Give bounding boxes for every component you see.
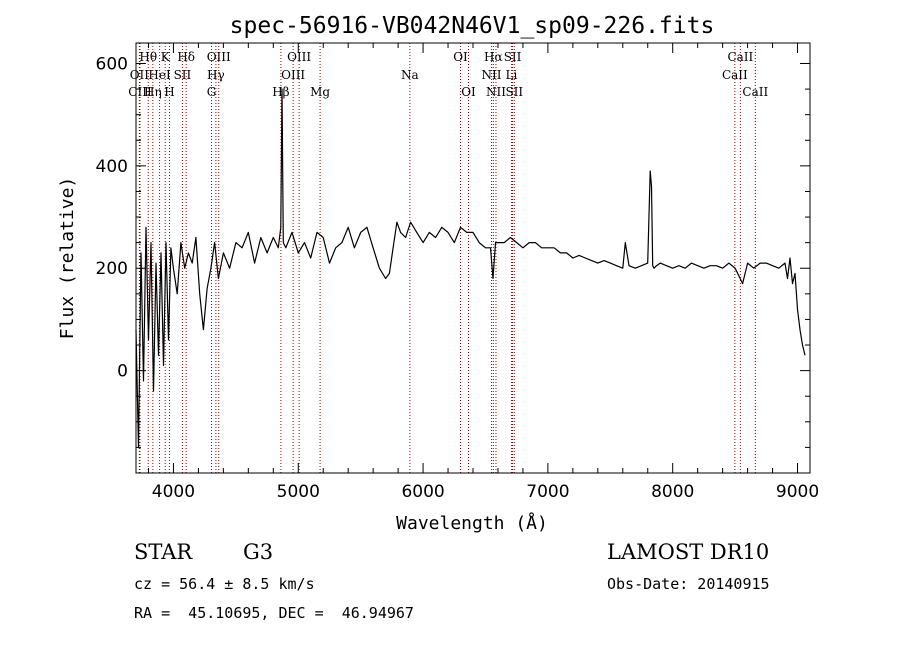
line-label-23: SII xyxy=(504,50,522,64)
x-tick-label-5000: 5000 xyxy=(277,482,320,502)
axis-tick-labels: 4000 5000 6000 7000 8000 9000 0 200 400 600 xyxy=(96,54,820,502)
y-axis-label: Flux (relative) xyxy=(57,177,78,340)
plot-frame xyxy=(135,42,811,474)
line-label-21: NII xyxy=(486,85,506,99)
line-label-8: Hδ xyxy=(177,50,195,64)
line-label-12: Hβ xyxy=(272,85,289,99)
line-label-9: Hγ xyxy=(207,68,225,82)
line-label-7: SII xyxy=(174,68,192,82)
subclass-label: G3 xyxy=(243,540,274,564)
line-label-24: SII xyxy=(505,85,523,99)
line-label-17: OI xyxy=(453,50,468,64)
line-label-16: Na xyxy=(401,68,419,82)
obs-date-text: Obs-Date: 20140915 xyxy=(607,575,770,593)
x-axis-label: Wavelength (Å) xyxy=(396,512,548,534)
line-label-4: HeI xyxy=(148,68,171,82)
axis-ticks xyxy=(136,43,810,473)
spectrum-series xyxy=(135,88,806,448)
x-tick-label-4000: 4000 xyxy=(152,482,195,502)
x-tick-label-8000: 8000 xyxy=(651,482,694,502)
line-label-15: Mg xyxy=(310,85,330,99)
survey-label: LAMOST DR10 xyxy=(607,540,770,564)
line-label-11: OIII xyxy=(207,50,231,64)
x-tick-label-6000: 6000 xyxy=(401,482,444,502)
redshift-text: cz = 56.4 ± 8.5 km/s xyxy=(134,575,315,593)
line-label-1: CIII xyxy=(128,85,152,99)
line-label-2: Hθ xyxy=(139,50,157,64)
line-label-20: Hα xyxy=(484,50,503,64)
y-tick-label-400: 400 xyxy=(96,157,128,177)
line-label-19: NII xyxy=(481,68,501,82)
line-label-14: OIII xyxy=(287,50,311,64)
line-label-26: CaII xyxy=(727,50,753,64)
y-tick-label-200: 200 xyxy=(96,259,128,279)
x-tick-label-9000: 9000 xyxy=(776,482,819,502)
line-label-3: Hη xyxy=(144,85,162,99)
class-label: STAR xyxy=(134,540,193,564)
line-label-22: Li xyxy=(506,68,518,82)
line-label-10: G xyxy=(207,85,217,99)
line-labels: OIICIIIHθHηHeIKHSIIHδHγGOIIIHβOIIIOIIIMg… xyxy=(128,50,768,99)
coordinates-text: RA = 45.10695, DEC = 46.94967 xyxy=(134,604,414,622)
x-tick-label-7000: 7000 xyxy=(526,482,569,502)
line-label-5: K xyxy=(161,50,171,64)
line-label-13: OIII xyxy=(281,68,305,82)
line-label-6: H xyxy=(164,85,174,99)
line-label-18: OI xyxy=(461,85,476,99)
y-tick-label-600: 600 xyxy=(96,54,128,74)
line-label-0: OII xyxy=(130,68,150,82)
y-tick-label-0: 0 xyxy=(117,362,128,382)
spectrum-line-0 xyxy=(135,88,806,448)
line-label-27: CaII xyxy=(742,85,768,99)
line-label-25: CaII xyxy=(722,68,748,82)
chart-title: spec-56916-VB042N46V1_sp09-226.fits xyxy=(230,13,715,39)
